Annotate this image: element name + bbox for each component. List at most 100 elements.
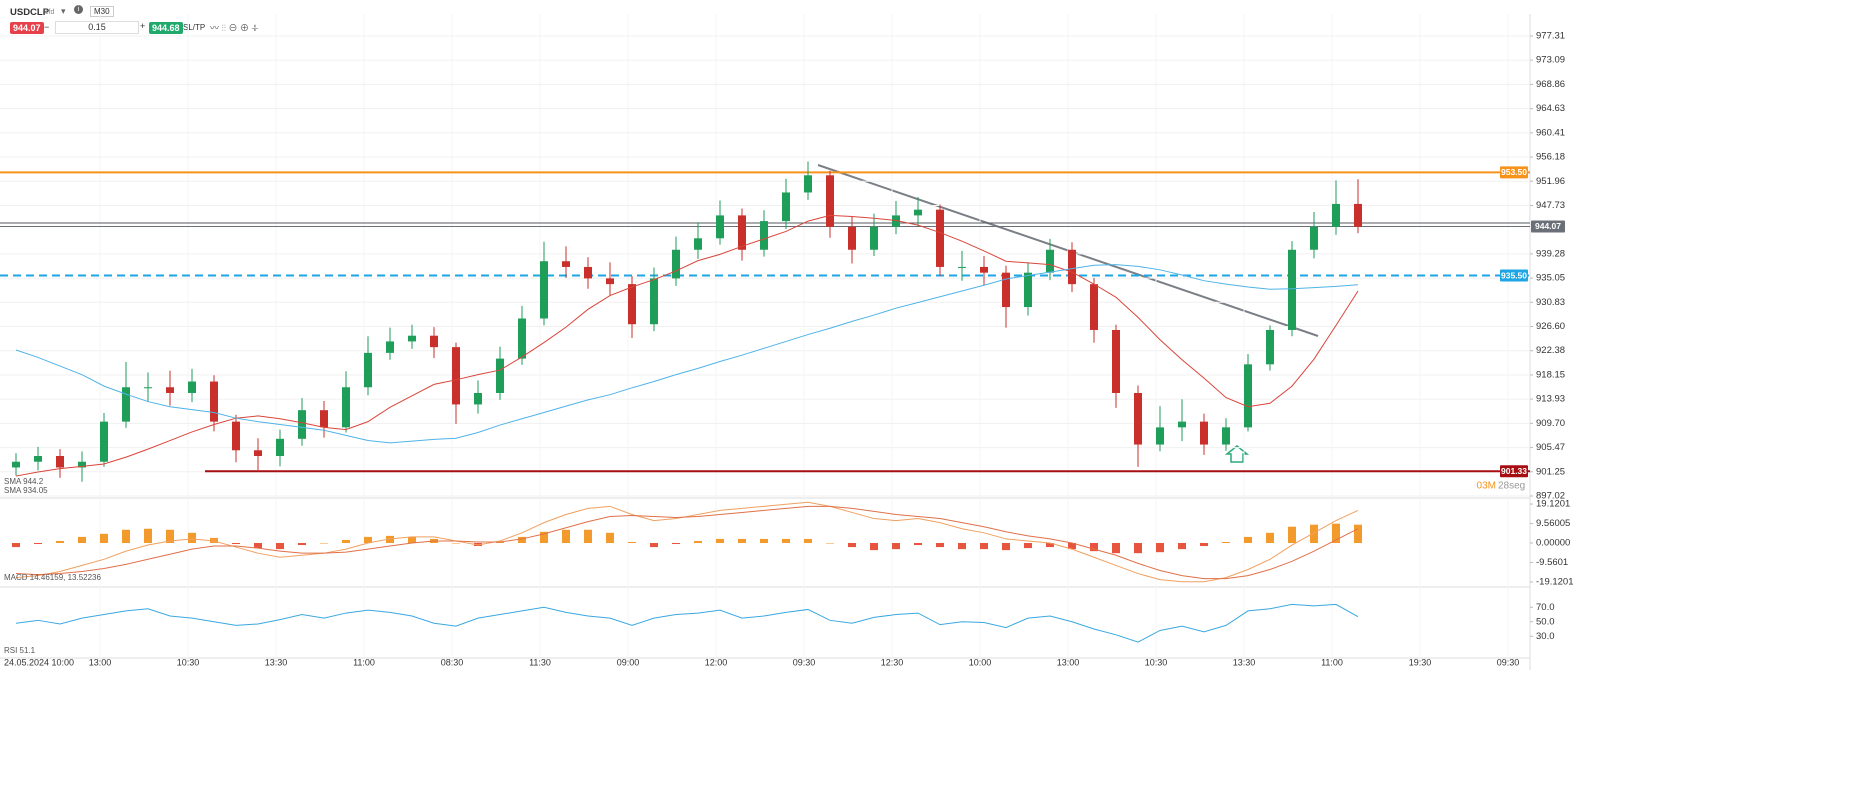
candle-body [914, 209, 922, 216]
candle-body [738, 215, 746, 250]
macd-histogram-bar [254, 543, 262, 549]
sell-price[interactable]: 944.07 [10, 22, 44, 34]
x-tick-label: 19:30 [1409, 657, 1432, 667]
price-level-label: 953.50 [1501, 167, 1527, 177]
candle-body [452, 347, 460, 405]
symbol[interactable]: USDCLP [10, 7, 50, 18]
candle-body [100, 421, 108, 462]
candle-body [430, 335, 438, 348]
candle-body [386, 341, 394, 353]
symbol-dropdown[interactable]: ▾ [61, 6, 66, 16]
minus-button[interactable]: − [44, 22, 50, 32]
macd-histogram-bar [672, 543, 680, 545]
macd-histogram-bar [1024, 543, 1032, 549]
x-tick-label: 09:30 [1497, 657, 1520, 667]
y-tick-label: 909.70 [1536, 418, 1565, 429]
candle-body [1156, 427, 1164, 445]
y-tick-label: 964.63 [1536, 103, 1565, 114]
candle-body [1112, 329, 1120, 393]
macd-histogram-bar [606, 532, 614, 543]
candle-body [1090, 284, 1098, 330]
macd-histogram-bar [1002, 543, 1010, 551]
indicator-legend: RSI 51.1 [4, 646, 36, 655]
macd-histogram-bar [804, 538, 812, 543]
candle-body [298, 410, 306, 439]
macd-histogram-bar [452, 543, 460, 544]
timeframe[interactable]: M30 [90, 6, 114, 17]
candle-body [716, 215, 724, 239]
rsi-line [15, 603, 1359, 643]
candle-body [1354, 203, 1362, 227]
x-tick-label: 24.05.2024 10:00 [4, 657, 74, 667]
indicator-legend: MACD 14.46159, 13.52236 [4, 573, 102, 582]
candle-body [254, 450, 262, 457]
buy-signal-arrow [1224, 445, 1250, 463]
candle-body [1222, 427, 1230, 445]
candle-body [166, 387, 174, 393]
macd-histogram-bar [1222, 541, 1230, 543]
candle-body [364, 352, 372, 388]
sltp-button[interactable]: SL/TP [183, 23, 206, 32]
buy-price[interactable]: 944.68 [149, 22, 183, 34]
macd-histogram-bar [650, 543, 658, 548]
candle-body [518, 318, 526, 359]
x-tick-label: 10:30 [1145, 657, 1168, 667]
candle-body [694, 238, 702, 250]
macd-histogram-bar [364, 536, 372, 543]
candle-body [320, 410, 328, 428]
candle-body [1332, 203, 1340, 227]
y-tick-label: 935.05 [1536, 273, 1565, 284]
x-tick-label: 13:30 [265, 657, 288, 667]
y-tick-label: -19.1201 [1536, 576, 1574, 587]
macd-histogram-bar [144, 528, 152, 543]
candle-body [78, 461, 86, 468]
macd-histogram-bar [100, 533, 108, 543]
candle-body [12, 461, 20, 468]
macd-histogram-bar [826, 543, 834, 544]
macd-histogram-bar [166, 529, 174, 543]
macd-histogram-bar [760, 538, 768, 543]
price-level-label: 935.50 [1501, 270, 1527, 280]
macd-histogram-bar [980, 543, 988, 550]
y-tick-label: 956.18 [1536, 152, 1565, 163]
plus-button[interactable]: + [140, 21, 146, 31]
candle-body [342, 387, 350, 428]
x-tick-label: 09:30 [793, 657, 816, 667]
macd-histogram-bar [1046, 543, 1054, 548]
macd-histogram-bar [1354, 524, 1362, 543]
candle-body [1266, 329, 1274, 365]
price-level-box [1500, 166, 1528, 179]
candle-body [56, 456, 64, 468]
macd-histogram-bar [848, 543, 856, 548]
candle-body [540, 261, 548, 319]
candle-body [980, 266, 988, 273]
info-icon[interactable]: i [74, 5, 83, 14]
candle-body [276, 438, 284, 457]
y-tick-label: 918.15 [1536, 369, 1565, 380]
x-tick-label: 13:30 [1233, 657, 1256, 667]
macd-line [15, 505, 1359, 580]
macd-histogram-bar [320, 543, 328, 544]
candle-body [1024, 272, 1032, 308]
sma-line [15, 264, 1359, 444]
x-tick-label: 11:30 [529, 657, 551, 667]
macd-histogram-bar [716, 538, 724, 543]
macd-histogram-bar [870, 543, 878, 551]
macd-histogram-bar [1068, 543, 1076, 550]
macd-histogram-bar [782, 538, 790, 543]
candle-body [188, 381, 196, 393]
candle-body [892, 215, 900, 227]
macd-histogram-bar [276, 543, 284, 550]
candle-body [958, 266, 966, 268]
macd-histogram-bar [1310, 524, 1318, 543]
volume-input[interactable]: 0.15 [55, 21, 139, 34]
x-tick-label: 13:00 [89, 657, 112, 667]
y-tick-label: 960.41 [1536, 127, 1565, 138]
sma-line [15, 214, 1359, 477]
macd-histogram-bar [958, 543, 966, 550]
y-tick-label: 9.56005 [1536, 518, 1570, 529]
macd-histogram-bar [1178, 543, 1186, 550]
tool-icons[interactable]: 〰 ⫶⫶ ⊖ ⊕ ✛ [210, 23, 259, 33]
candle-body [1310, 226, 1318, 250]
candle-body [496, 358, 504, 393]
